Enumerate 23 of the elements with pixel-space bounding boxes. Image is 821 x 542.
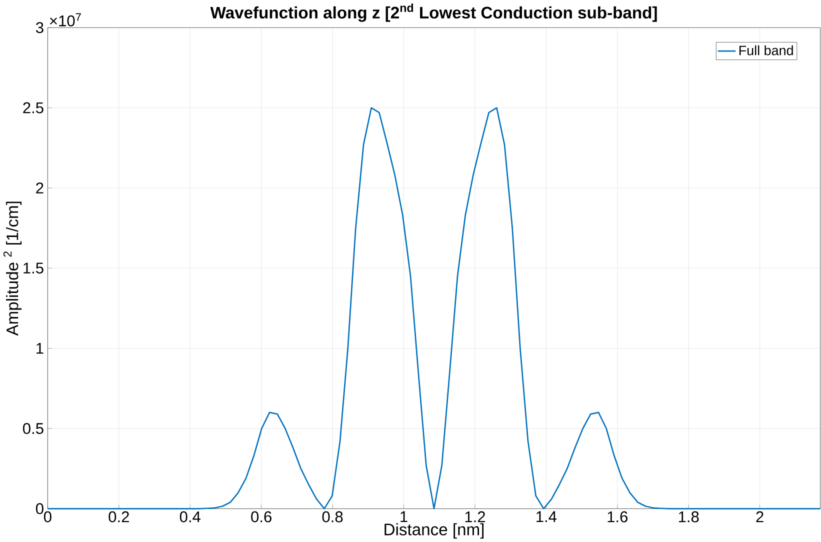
x-tick-label: 1.4	[536, 511, 557, 522]
y-tick-label: 1.5	[24, 262, 44, 274]
x-tick-label: 1.8	[678, 511, 699, 522]
legend-label: Full band	[739, 45, 793, 56]
x-tick-label: 0.4	[180, 511, 200, 522]
x-axis-title: Distance [nm]	[384, 523, 484, 539]
x-tick-label: 0.2	[108, 511, 129, 522]
x-tick-label: 0	[44, 511, 52, 522]
y-axis-title: Amplitude $^{2}$ [1/cm]	[3, 202, 22, 336]
x-tick-label: 2	[756, 511, 764, 522]
y-tick-label: 0	[36, 503, 44, 514]
x-tick-label: 0.6	[251, 511, 272, 522]
y-tick-label: 0.5	[23, 422, 44, 434]
y-tick-label: 3	[36, 22, 44, 34]
y-tick-label: 2	[36, 182, 44, 194]
x-tick-label: 1.2	[465, 511, 485, 522]
y-tick-label: 1	[36, 342, 44, 354]
text: ×10$^{7}$	[50, 13, 81, 26]
chart-title: Wavefunction along z [2$^{nd}$ Lowest Conduction sub-band]	[210, 3, 657, 22]
x-tick-label: 0.8	[322, 511, 343, 522]
y-tick-label: 2.5	[23, 102, 44, 114]
x-tick-label: 1.6	[608, 511, 628, 522]
x-tick-label: 1	[400, 511, 408, 522]
